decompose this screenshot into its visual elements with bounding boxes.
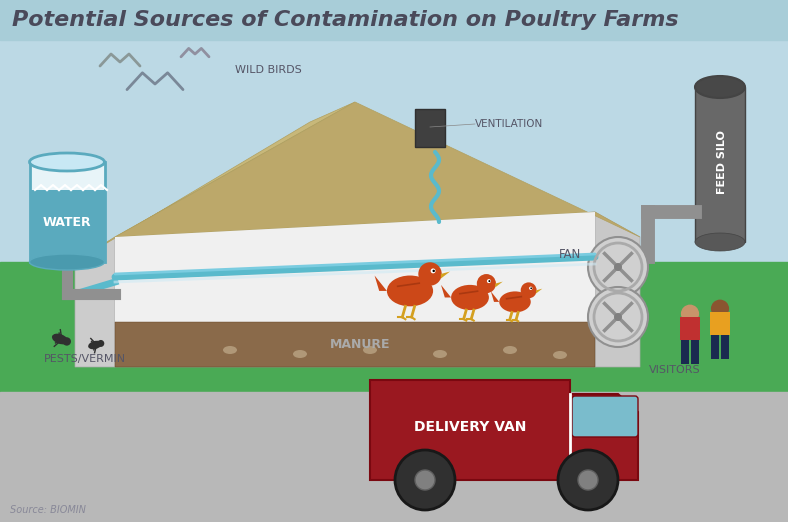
- Ellipse shape: [695, 76, 745, 98]
- Ellipse shape: [387, 276, 433, 306]
- Polygon shape: [374, 276, 387, 291]
- Circle shape: [614, 313, 622, 321]
- Bar: [0, 40, 788, 392]
- Bar: [691, 340, 699, 364]
- Bar: [0, 392, 788, 522]
- Polygon shape: [536, 289, 542, 293]
- Ellipse shape: [500, 291, 531, 312]
- Ellipse shape: [363, 346, 377, 354]
- Text: VENTILATION: VENTILATION: [475, 119, 543, 129]
- Circle shape: [558, 450, 618, 510]
- Text: WATER: WATER: [43, 216, 91, 229]
- Bar: [721, 335, 729, 359]
- Ellipse shape: [29, 153, 105, 171]
- Polygon shape: [595, 212, 640, 367]
- Circle shape: [62, 337, 71, 346]
- FancyBboxPatch shape: [572, 396, 638, 437]
- Circle shape: [430, 268, 436, 274]
- Polygon shape: [441, 285, 451, 298]
- Polygon shape: [491, 291, 500, 302]
- Circle shape: [588, 287, 648, 347]
- Circle shape: [588, 237, 648, 297]
- Polygon shape: [75, 237, 115, 367]
- Text: WILD BIRDS: WILD BIRDS: [235, 65, 302, 75]
- Circle shape: [487, 279, 491, 283]
- Polygon shape: [570, 394, 638, 480]
- Circle shape: [489, 280, 490, 282]
- Ellipse shape: [293, 350, 307, 358]
- Ellipse shape: [451, 285, 489, 310]
- Text: FEED SILO: FEED SILO: [717, 130, 727, 194]
- Ellipse shape: [503, 346, 517, 354]
- Text: Potential Sources of Contamination on Poultry Farms: Potential Sources of Contamination on Po…: [12, 10, 678, 30]
- Circle shape: [529, 287, 533, 290]
- Text: PESTS/VERMIN: PESTS/VERMIN: [44, 354, 126, 364]
- Ellipse shape: [223, 346, 237, 354]
- Polygon shape: [115, 212, 595, 322]
- Polygon shape: [115, 102, 640, 237]
- Circle shape: [97, 340, 104, 347]
- Bar: [0, 262, 788, 392]
- Bar: [680, 317, 700, 340]
- Bar: [711, 335, 719, 359]
- Text: MANURE: MANURE: [329, 338, 390, 351]
- Circle shape: [711, 300, 729, 318]
- Text: FAN: FAN: [559, 247, 581, 260]
- Polygon shape: [495, 281, 503, 288]
- Bar: [710, 312, 730, 335]
- Circle shape: [681, 305, 699, 323]
- Circle shape: [614, 263, 622, 271]
- Ellipse shape: [29, 254, 105, 270]
- Ellipse shape: [52, 334, 68, 345]
- Text: Source: BIOMIN: Source: BIOMIN: [10, 505, 86, 515]
- Ellipse shape: [433, 350, 447, 358]
- Text: DELIVERY VAN: DELIVERY VAN: [414, 420, 526, 434]
- Circle shape: [415, 470, 435, 490]
- Circle shape: [530, 288, 532, 289]
- Bar: [30, 190, 105, 262]
- Text: VISITORS: VISITORS: [649, 365, 701, 375]
- Circle shape: [418, 262, 442, 286]
- Circle shape: [521, 282, 537, 299]
- Circle shape: [433, 270, 435, 272]
- Circle shape: [395, 450, 455, 510]
- Bar: [415, 109, 445, 147]
- Ellipse shape: [88, 341, 102, 349]
- Bar: [695, 87, 745, 242]
- Polygon shape: [440, 271, 450, 279]
- Ellipse shape: [695, 233, 745, 251]
- Bar: [370, 380, 570, 480]
- Polygon shape: [115, 322, 595, 367]
- Polygon shape: [75, 102, 355, 262]
- Circle shape: [578, 470, 598, 490]
- Ellipse shape: [553, 351, 567, 359]
- Bar: [0, 0, 788, 40]
- Bar: [681, 340, 689, 364]
- Polygon shape: [115, 212, 595, 367]
- Circle shape: [477, 274, 496, 293]
- FancyBboxPatch shape: [30, 162, 105, 262]
